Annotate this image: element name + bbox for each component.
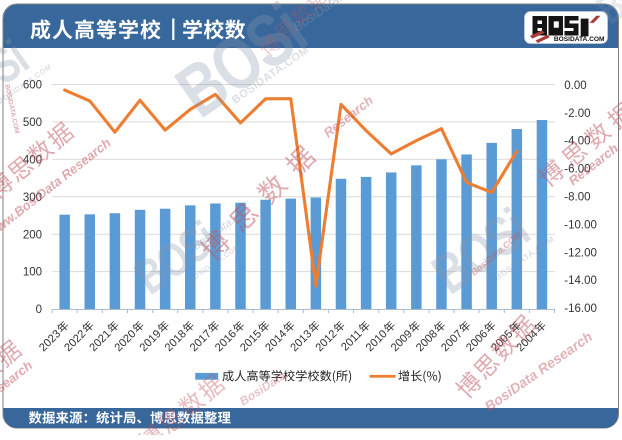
svg-text:200: 200 <box>23 229 42 241</box>
svg-text:-12.00: -12.00 <box>564 247 597 259</box>
svg-text:-10.00: -10.00 <box>564 219 597 231</box>
svg-text:-16.00: -16.00 <box>564 303 597 315</box>
svg-text:0: 0 <box>36 304 42 316</box>
svg-text:-6.00: -6.00 <box>564 164 590 176</box>
svg-text:-14.00: -14.00 <box>564 275 597 287</box>
svg-text:0.00: 0.00 <box>564 80 586 92</box>
svg-text:BOSIDATA.COM: BOSIDATA.COM <box>554 36 605 43</box>
svg-text:100: 100 <box>23 267 42 279</box>
svg-text:600: 600 <box>23 80 42 92</box>
svg-text:-2.00: -2.00 <box>564 108 590 120</box>
svg-text:-8.00: -8.00 <box>564 192 590 204</box>
svg-text:500: 500 <box>23 117 42 129</box>
svg-text:300: 300 <box>23 192 42 204</box>
